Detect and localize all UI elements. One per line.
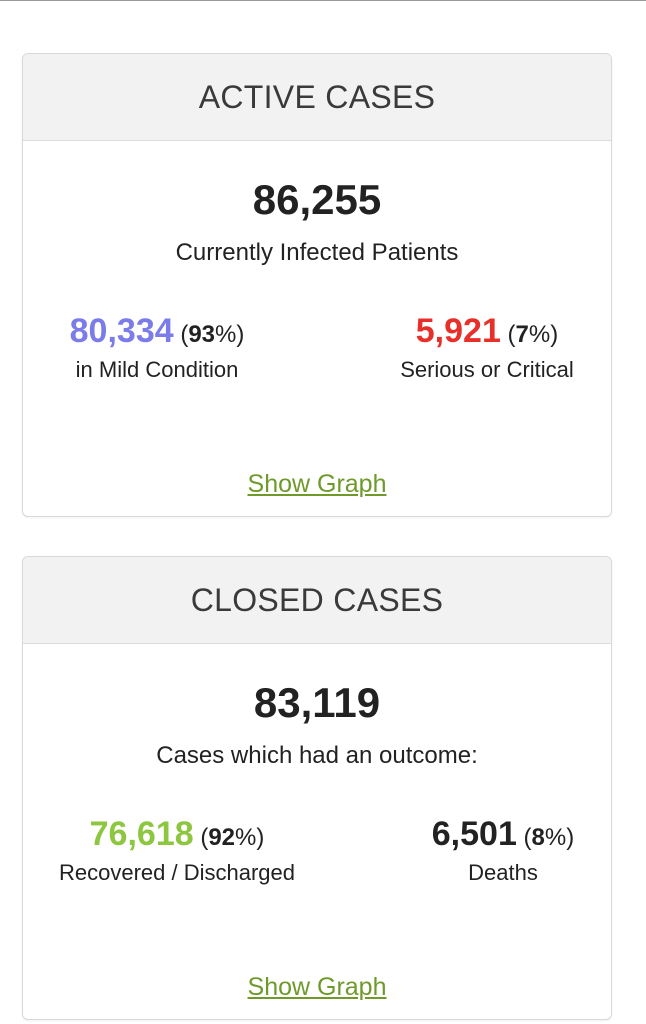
serious-critical-stat: 5,921 (7%) Serious or Critical — [347, 312, 611, 383]
closed-show-graph-link[interactable]: Show Graph — [247, 973, 387, 1001]
serious-critical-value: 5,921 — [415, 312, 501, 350]
closed-cases-total: 83,119 — [253, 679, 381, 726]
mild-condition-percent: 93 — [188, 321, 216, 348]
recovered-percent: 92 — [208, 824, 236, 851]
deaths-label: Deaths — [468, 860, 538, 885]
recovered-value: 76,618 — [89, 815, 194, 853]
recovered-label: Recovered / Discharged — [58, 860, 295, 885]
deaths-value: 6,501 — [431, 815, 517, 853]
active-cases-header: ACTIVE CASES — [23, 54, 611, 141]
active-cases-total: 86,255 — [252, 176, 382, 223]
deaths-percent: 8 — [531, 824, 545, 851]
mild-condition-stat: 80,334 (93%) in Mild Condition — [23, 312, 297, 383]
mild-condition-value: 80,334 — [69, 312, 174, 350]
serious-critical-percent: 7 — [515, 321, 529, 348]
recovered-stat: 76,618 (92%) Recovered / Discharged — [37, 815, 317, 886]
closed-cases-card: CLOSED CASES 83,119 Cases which had an o… — [22, 556, 612, 1020]
mild-condition-label: in Mild Condition — [75, 357, 239, 382]
active-cases-card: ACTIVE CASES 86,255 Currently Infected P… — [22, 53, 612, 517]
active-show-graph-link[interactable]: Show Graph — [247, 470, 387, 498]
top-divider — [0, 0, 646, 1]
deaths-stat: 6,501 (8%) Deaths — [363, 815, 611, 886]
serious-critical-label: Serious or Critical — [400, 357, 574, 382]
closed-cases-header: CLOSED CASES — [23, 557, 611, 644]
closed-cases-subtitle: Cases which had an outcome: — [156, 742, 478, 769]
active-cases-subtitle: Currently Infected Patients — [175, 239, 459, 266]
